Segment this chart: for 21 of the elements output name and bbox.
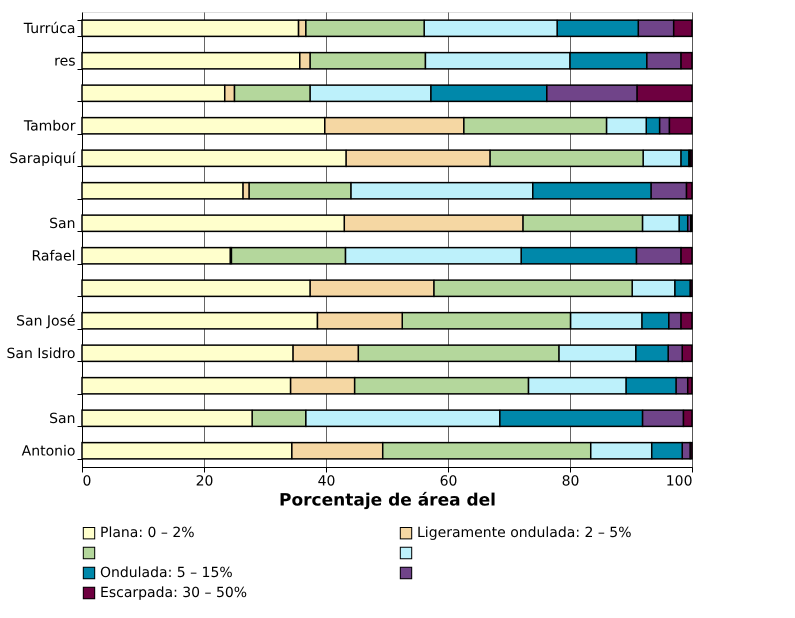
x-tick-label: 100 (666, 474, 692, 490)
y-tick-label: San Isidro (6, 346, 76, 362)
y-tick-label: Turrúca (22, 20, 76, 37)
x-tick-label: 20 (196, 474, 214, 490)
legend-label: Ondulada: 5 – 15% (100, 565, 233, 581)
y-tick-label: res (54, 53, 76, 70)
legend-label: Ligeramente ondulada: 2 – 5% (417, 525, 632, 542)
y-tick-label: Tambor (22, 118, 76, 134)
x-tick-label: 60 (440, 474, 458, 490)
x-axis-title: Porcentaje de área del (278, 490, 496, 510)
y-tick-label: San (49, 410, 76, 427)
x-tick-label: 40 (318, 474, 336, 490)
y-tick-label: Rafael (31, 248, 76, 264)
legend-label: Plana: 0 – 2% (100, 525, 195, 542)
y-tick-label: Antonio (22, 443, 76, 460)
legend-label: Escarpada: 30 – 50% (100, 585, 248, 601)
x-tick-label: 80 (562, 474, 580, 490)
y-tick-label: San (49, 216, 76, 232)
y-tick-label: San José (16, 313, 76, 330)
x-tick-label: 0 (82, 474, 92, 490)
y-tick-label: Sarapiquí (9, 150, 77, 167)
